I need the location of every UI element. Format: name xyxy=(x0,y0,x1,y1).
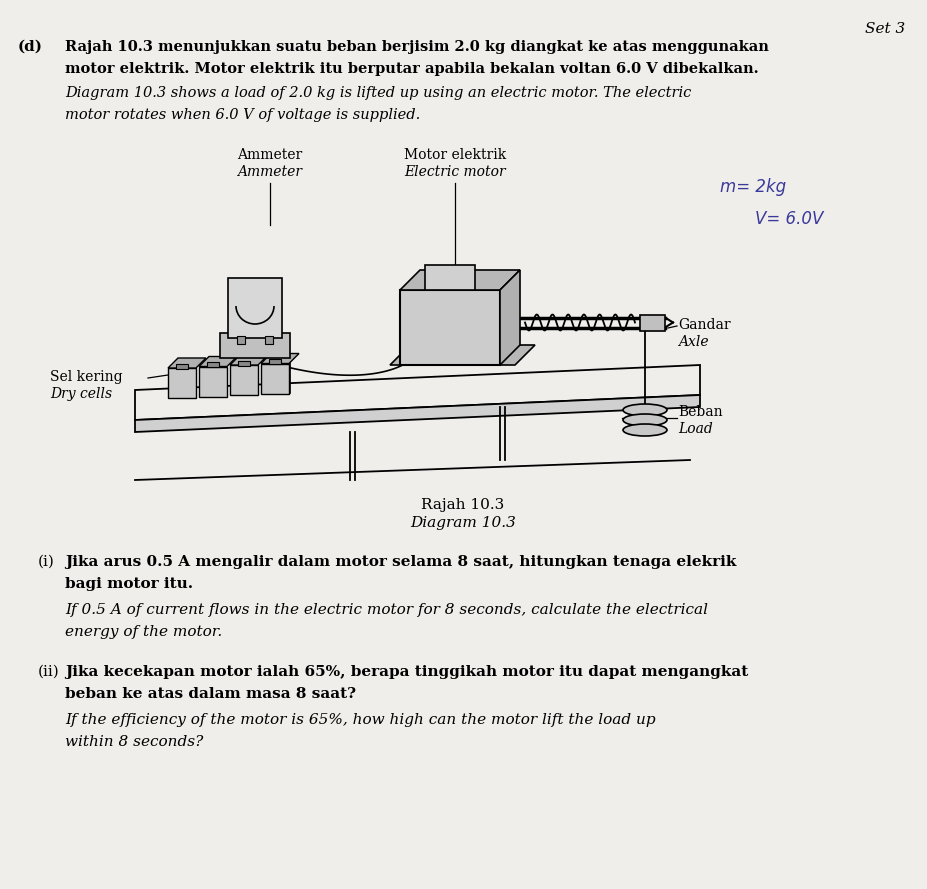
Text: Rajah 10.3: Rajah 10.3 xyxy=(422,498,504,512)
FancyBboxPatch shape xyxy=(208,362,219,367)
Polygon shape xyxy=(390,345,535,365)
Polygon shape xyxy=(261,354,299,364)
FancyBboxPatch shape xyxy=(640,315,665,331)
Text: (ii): (ii) xyxy=(38,665,59,679)
Text: Jika kecekapan motor ialah 65%, berapa tinggikah motor itu dapat mengangkat: Jika kecekapan motor ialah 65%, berapa t… xyxy=(65,665,748,679)
Text: energy of the motor.: energy of the motor. xyxy=(65,625,222,639)
Text: Electric motor: Electric motor xyxy=(404,165,506,179)
FancyBboxPatch shape xyxy=(168,368,196,398)
Text: Rajah 10.3 menunjukkan suatu beban berjisim 2.0 kg diangkat ke atas menggunakan: Rajah 10.3 menunjukkan suatu beban berji… xyxy=(65,40,768,54)
Text: beban ke atas dalam masa 8 saat?: beban ke atas dalam masa 8 saat? xyxy=(65,687,356,701)
Text: Sel kering: Sel kering xyxy=(50,370,122,384)
Polygon shape xyxy=(500,270,520,365)
Text: If 0.5 A of current flows in the electric motor for 8 seconds, calculate the ele: If 0.5 A of current flows in the electri… xyxy=(65,603,708,617)
Text: Diagram 10.3: Diagram 10.3 xyxy=(410,516,516,530)
Text: Diagram 10.3 shows a load of 2.0 kg is lifted up using an electric motor. The el: Diagram 10.3 shows a load of 2.0 kg is l… xyxy=(65,86,692,100)
Ellipse shape xyxy=(623,424,667,436)
Ellipse shape xyxy=(623,414,667,426)
FancyBboxPatch shape xyxy=(270,359,281,364)
Polygon shape xyxy=(168,358,206,368)
FancyBboxPatch shape xyxy=(220,333,290,358)
Text: (i): (i) xyxy=(38,555,55,569)
Text: Jika arus 0.5 A mengalir dalam motor selama 8 saat, hitungkan tenaga elekrik: Jika arus 0.5 A mengalir dalam motor sel… xyxy=(65,555,736,569)
FancyBboxPatch shape xyxy=(228,278,282,338)
Text: V= 6.0V: V= 6.0V xyxy=(755,210,823,228)
Text: within 8 seconds?: within 8 seconds? xyxy=(65,735,203,749)
Polygon shape xyxy=(230,355,268,365)
Text: Ammeter: Ammeter xyxy=(237,148,302,162)
Text: (d): (d) xyxy=(18,40,43,54)
FancyBboxPatch shape xyxy=(400,290,500,365)
Text: Axle: Axle xyxy=(678,335,708,349)
FancyBboxPatch shape xyxy=(261,364,289,394)
Polygon shape xyxy=(400,270,520,290)
Text: bagi motor itu.: bagi motor itu. xyxy=(65,577,193,591)
FancyBboxPatch shape xyxy=(238,361,249,365)
Text: Ammeter: Ammeter xyxy=(237,165,302,179)
Text: motor elektrik. Motor elektrik itu berputar apabila bekalan voltan 6.0 V dibekal: motor elektrik. Motor elektrik itu berpu… xyxy=(65,62,758,76)
FancyBboxPatch shape xyxy=(230,365,258,395)
FancyBboxPatch shape xyxy=(176,364,187,369)
Polygon shape xyxy=(135,395,700,432)
FancyBboxPatch shape xyxy=(237,336,245,344)
Ellipse shape xyxy=(623,404,667,416)
Text: Motor elektrik: Motor elektrik xyxy=(404,148,506,162)
FancyBboxPatch shape xyxy=(199,366,227,396)
FancyBboxPatch shape xyxy=(425,265,475,290)
Text: Set 3: Set 3 xyxy=(865,22,905,36)
Text: m= 2kg: m= 2kg xyxy=(720,178,786,196)
Text: motor rotates when 6.0 V of voltage is supplied.: motor rotates when 6.0 V of voltage is s… xyxy=(65,108,420,122)
Polygon shape xyxy=(135,365,700,420)
Text: Beban: Beban xyxy=(678,405,723,419)
FancyBboxPatch shape xyxy=(265,336,273,344)
Text: Gandar: Gandar xyxy=(678,318,730,332)
Polygon shape xyxy=(199,356,237,366)
Text: Load: Load xyxy=(678,422,713,436)
Text: Dry cells: Dry cells xyxy=(50,387,112,401)
Text: If the efficiency of the motor is 65%, how high can the motor lift the load up: If the efficiency of the motor is 65%, h… xyxy=(65,713,655,727)
